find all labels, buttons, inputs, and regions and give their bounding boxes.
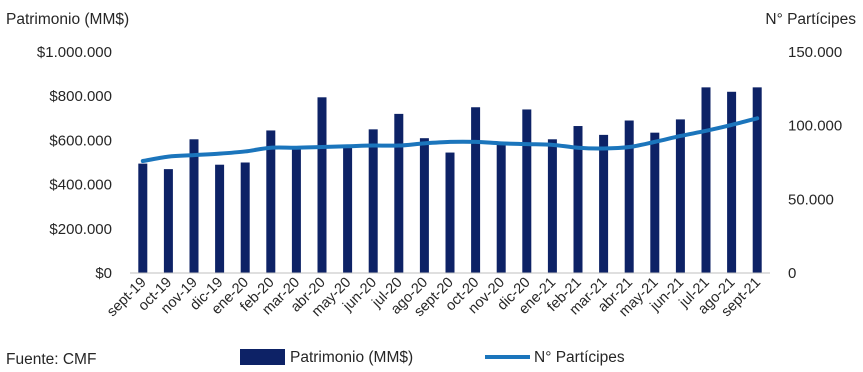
right-tick-label: 0 <box>788 265 796 282</box>
left-tick-label: $400.000 <box>49 177 112 194</box>
bar <box>343 144 353 273</box>
legend-label-participes: N° Partícipes <box>534 349 625 366</box>
legend: Patrimonio (MM$) N° Partícipes <box>240 349 625 366</box>
right-tick-label: 100.000 <box>788 118 842 135</box>
right-axis-title: N° Partícipes <box>765 11 856 28</box>
legend-swatch-patrimonio <box>240 349 285 365</box>
bar <box>394 113 404 273</box>
bar <box>650 132 660 273</box>
bar <box>573 126 583 273</box>
legend-label-patrimonio: Patrimonio (MM$) <box>290 349 413 366</box>
bar <box>138 163 148 273</box>
bar-series <box>138 87 762 274</box>
bar <box>163 169 173 273</box>
bar <box>189 139 199 273</box>
bar <box>471 107 481 273</box>
left-tick-label: $1.000.000 <box>37 44 112 61</box>
left-axis-title: Patrimonio (MM$) <box>6 11 129 28</box>
bar <box>445 152 455 273</box>
bar <box>752 87 762 273</box>
participes-line <box>140 116 760 164</box>
bar <box>727 91 737 273</box>
right-axis-ticks: 0 50.000 100.000 150.000 <box>788 44 842 282</box>
bar <box>215 164 225 273</box>
bar <box>599 134 609 273</box>
bar <box>240 162 250 273</box>
bar <box>675 119 685 273</box>
bar <box>291 147 301 273</box>
bar <box>368 129 378 273</box>
bar <box>547 139 557 273</box>
category-labels: sept-19oct-19nov-19dic-19ene-20feb-20mar… <box>104 275 764 321</box>
bar <box>496 143 506 273</box>
line-series <box>140 116 760 164</box>
left-axis-ticks: $0 $200.000 $400.000 $600.000 $800.000 $1.000… <box>37 44 112 282</box>
bar <box>419 138 429 273</box>
right-tick-label: 150.000 <box>788 44 842 61</box>
bar <box>624 120 634 273</box>
bar <box>317 97 327 274</box>
source-note: Fuente: CMF <box>6 351 96 368</box>
right-tick-label: 50.000 <box>788 191 834 208</box>
left-tick-label: $0 <box>95 265 112 282</box>
left-tick-label: $200.000 <box>49 221 112 238</box>
bar <box>522 109 532 274</box>
bar <box>701 87 711 273</box>
bar <box>266 130 276 273</box>
left-tick-label: $800.000 <box>49 88 112 105</box>
left-tick-label: $600.000 <box>49 132 112 149</box>
